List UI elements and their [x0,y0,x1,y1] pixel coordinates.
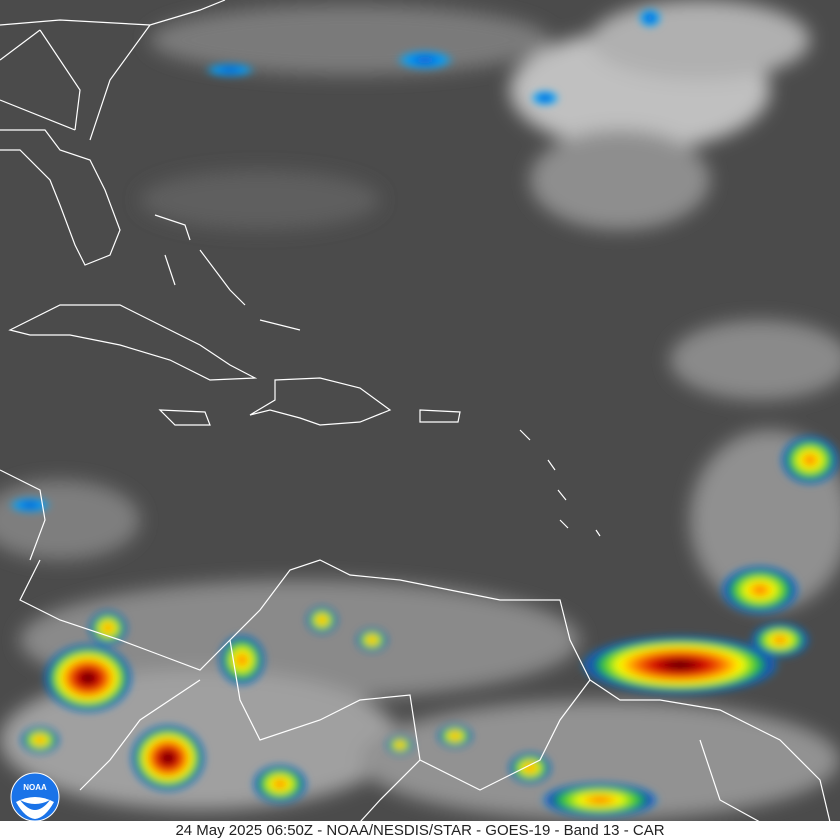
noaa-logo-text: NOAA [23,783,47,792]
coastlines [0,0,831,822]
convective-storms [8,8,840,818]
satellite-imagery [0,0,840,822]
noaa-logo-icon: NOAA [10,772,60,822]
image-caption: 24 May 2025 06:50Z - NOAA/NESDIS/STAR - … [0,821,840,840]
